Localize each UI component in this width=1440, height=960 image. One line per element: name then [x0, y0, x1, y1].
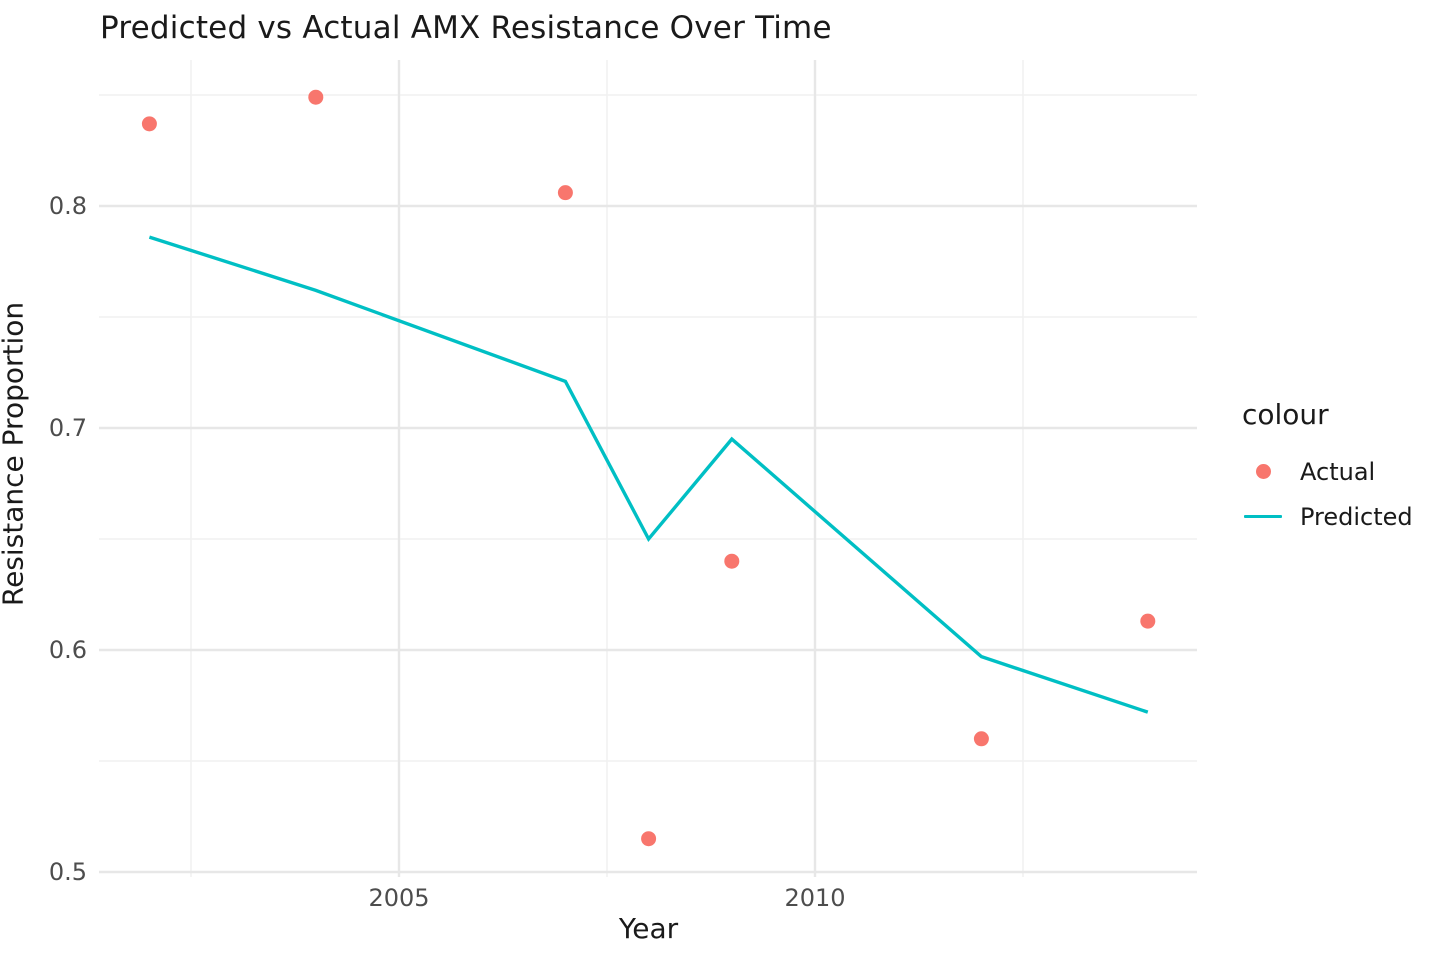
actual-data-point: [557, 185, 573, 201]
x-axis-title: Year: [618, 912, 679, 945]
legend-label-predicted: Predicted: [1300, 502, 1413, 531]
actual-data-point: [1140, 613, 1156, 629]
y-axis-tick-label: 0.6: [48, 636, 87, 664]
actual-data-point: [973, 731, 989, 747]
actual-data-point: [641, 831, 657, 847]
actual-point-icon: [1255, 464, 1271, 479]
predicted-line: [148, 235, 1149, 714]
y-axis-title: Resistance Proportion: [0, 301, 30, 607]
chart-title: Predicted vs Actual AMX Resistance Over …: [100, 10, 832, 46]
y-axis-tick-label: 0.7: [48, 414, 87, 442]
legend-label-actual: Actual: [1300, 457, 1376, 486]
legend-item-predicted: Predicted: [1242, 494, 1413, 539]
predicted-line-icon: [1244, 514, 1282, 519]
legend: colour Actual Predicted: [1242, 398, 1413, 539]
y-axis-tick-label: 0.5: [48, 858, 87, 886]
y-axis-tick-label: 0.8: [48, 192, 87, 220]
legend-item-actual: Actual: [1242, 449, 1413, 494]
actual-data-point: [141, 116, 157, 132]
x-axis-tick-label: 2010: [784, 884, 846, 912]
actual-data-point: [724, 553, 740, 569]
legend-key-predicted: [1242, 514, 1284, 519]
legend-key-actual: [1242, 464, 1284, 479]
legend-title: colour: [1242, 398, 1329, 431]
x-axis-tick-label: 2005: [368, 884, 430, 912]
actual-data-point: [308, 89, 324, 105]
